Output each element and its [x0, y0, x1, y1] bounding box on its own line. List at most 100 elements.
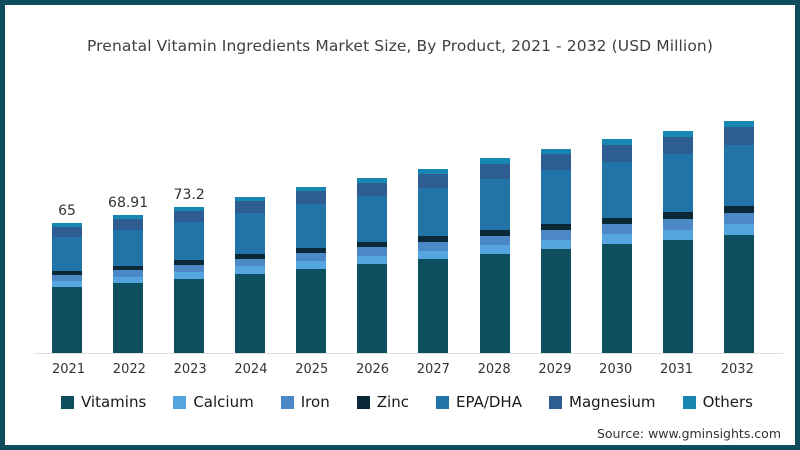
bar-segment-magnesium	[601, 145, 632, 162]
bar-segment-zinc	[540, 223, 571, 231]
bar-segment-calcium	[357, 255, 388, 264]
bar-segment-others	[662, 130, 693, 137]
bar-group	[540, 105, 571, 353]
bar-segment-magnesium	[662, 136, 693, 155]
bar-group	[418, 105, 449, 353]
source-attribution: Source: www.gminsights.com	[596, 426, 781, 441]
bar-stack	[601, 139, 632, 353]
bar-segment-iron	[174, 264, 205, 272]
bar-segment-magnesium	[357, 182, 388, 197]
bar-segment-zinc	[113, 265, 144, 271]
bar-group	[296, 105, 327, 353]
bar-segment-epa-dha	[296, 204, 327, 248]
bar-group	[357, 105, 388, 353]
legend-label: Zinc	[376, 393, 409, 411]
bar-segment-magnesium	[296, 191, 327, 205]
bar-group	[235, 105, 266, 353]
bar-segment-vitamins	[357, 264, 388, 353]
legend-swatch-vitamins	[61, 395, 74, 409]
bar-segment-vitamins	[601, 244, 632, 353]
bar-segment-vitamins	[113, 283, 144, 353]
bar-segment-magnesium	[723, 127, 754, 145]
legend-item-calcium: Calcium	[173, 393, 254, 411]
bar-segment-calcium	[540, 239, 571, 250]
bar-segment-iron	[52, 274, 82, 281]
bar-segment-zinc	[601, 217, 632, 225]
bar-segment-others	[235, 197, 266, 202]
bar-segment-zinc	[723, 205, 754, 213]
x-axis-label: 2022	[112, 362, 146, 377]
bar-segment-zinc	[235, 254, 266, 260]
bar-segment-iron	[113, 270, 144, 277]
bar-segment-calcium	[52, 280, 82, 287]
bar-segment-epa-dha	[113, 229, 144, 266]
bar-segment-zinc	[296, 247, 327, 253]
bar-segment-others	[296, 187, 327, 192]
bar-segment-epa-dha	[479, 178, 510, 230]
bar-stack	[296, 187, 327, 353]
bar-value-label: 65	[58, 203, 76, 220]
bar-segment-vitamins	[418, 259, 449, 353]
bar-segment-vitamins	[235, 273, 266, 353]
bar-segment-magnesium	[52, 226, 82, 237]
bar-segment-epa-dha	[357, 196, 388, 243]
bar-segment-magnesium	[174, 210, 205, 222]
bar-segment-magnesium	[235, 201, 266, 214]
bar-stack	[52, 223, 82, 353]
legend-label: Iron	[300, 393, 330, 411]
bar-segment-vitamins	[174, 278, 205, 353]
x-axis-label: 2031	[659, 362, 694, 377]
bar-segment-epa-dha	[601, 161, 632, 218]
x-axis-label: 2028	[477, 362, 511, 377]
legend-swatch-magnesium	[549, 395, 563, 409]
bar-segment-epa-dha	[174, 221, 205, 261]
bar-segment-vitamins	[296, 268, 327, 353]
bar-segment-zinc	[52, 270, 82, 275]
x-axis-label: 2021	[52, 362, 86, 377]
plot-area: 65 68.91 73.2	[52, 105, 754, 353]
bar-segment-calcium	[113, 276, 144, 283]
bar-segment-magnesium	[113, 219, 144, 230]
bar-group	[479, 105, 510, 353]
bar-stack	[235, 197, 266, 353]
x-axis-label: 2026	[355, 362, 390, 377]
bar-segment-calcium	[479, 245, 510, 255]
bar-segment-zinc	[418, 236, 449, 243]
bar-segment-vitamins	[662, 240, 693, 353]
bar-segment-magnesium	[540, 154, 571, 171]
bar-segment-iron	[418, 242, 449, 251]
bar-segment-epa-dha	[418, 187, 449, 237]
legend-label: Magnesium	[569, 393, 656, 411]
bar-segment-calcium	[174, 271, 205, 279]
legend: Vitamins Calcium Iron Zinc EPA/DHA Magnesium O…	[61, 393, 753, 411]
x-axis-label: 2029	[538, 362, 572, 377]
bar-segment-others	[52, 223, 82, 227]
bar-segment-calcium	[723, 224, 754, 235]
legend-label: Calcium	[193, 393, 254, 411]
bar-group	[723, 105, 754, 353]
x-axis-label: 2025	[295, 362, 329, 377]
bar-segment-zinc	[174, 260, 205, 265]
bar-stack	[174, 206, 205, 353]
bar-segment-calcium	[235, 266, 266, 274]
bar-segment-calcium	[662, 229, 693, 240]
bar-segment-others	[723, 120, 754, 128]
bar-segment-epa-dha	[235, 213, 266, 255]
legend-swatch-zinc	[356, 395, 370, 409]
legend-label: Vitamins	[81, 393, 147, 411]
bar-stack	[540, 148, 571, 353]
bar-segment-others	[174, 206, 205, 211]
x-axis-label: 2024	[234, 362, 268, 377]
bar-segment-others	[540, 148, 571, 155]
bar-segment-iron	[601, 224, 632, 235]
bar-segment-epa-dha	[540, 170, 571, 224]
bar-value-label: 68.91	[108, 195, 149, 212]
bar-segment-iron	[540, 230, 571, 240]
legend-swatch-others	[682, 395, 696, 409]
x-axis: 2021 2022 2023 2024 2025 2026 2027 2028 2029 2030…	[52, 362, 754, 377]
bar-segment-iron	[479, 235, 510, 246]
bar-stack	[113, 215, 144, 353]
bar-segment-magnesium	[479, 163, 510, 179]
bar-segment-iron	[357, 247, 388, 256]
legend-item-others: Others	[682, 393, 753, 411]
